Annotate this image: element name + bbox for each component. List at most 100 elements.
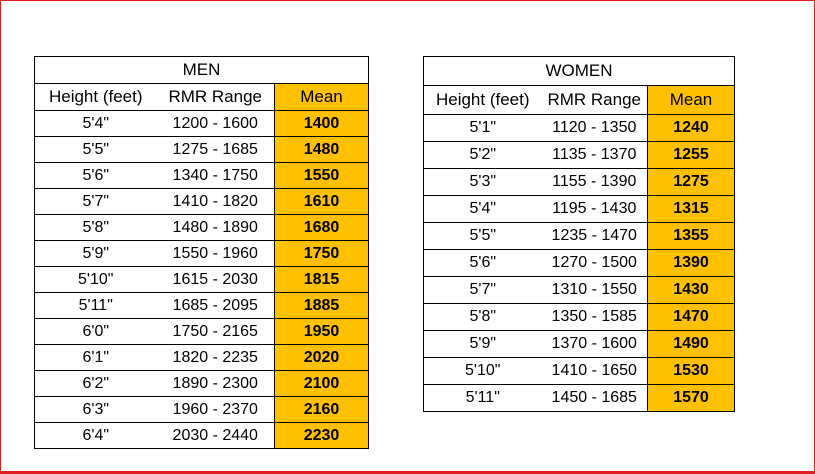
women-mean-cell: 1570	[647, 384, 735, 412]
men-height-header: Height (feet)	[34, 83, 157, 111]
women-table-row: 5'9" 1370 - 1600 1490	[423, 330, 735, 358]
women-rmr-range-cell: 1350 - 1585	[541, 303, 648, 331]
men-height-cell: 5'9"	[34, 240, 157, 267]
women-table-row: 5'10" 1410 - 1650 1530	[423, 357, 735, 385]
men-table-row: 6'4" 2030 - 2440 2230	[34, 422, 369, 449]
men-table-row: 5'7" 1410 - 1820 1610	[34, 188, 369, 215]
men-mean-cell: 2230	[274, 422, 369, 449]
women-table-row: 5'7" 1310 - 1550 1430	[423, 276, 735, 304]
women-table-row: 5'8" 1350 - 1585 1470	[423, 303, 735, 331]
men-table-row: 5'4" 1200 - 1600 1400	[34, 110, 369, 137]
men-table-title: MEN	[34, 56, 369, 84]
women-height-cell: 5'2"	[423, 141, 542, 169]
men-mean-cell: 1680	[274, 214, 369, 241]
men-height-cell: 5'7"	[34, 188, 157, 215]
women-table-title: WOMEN	[423, 56, 735, 86]
men-table-row: 6'3" 1960 - 2370 2160	[34, 396, 369, 423]
men-rmr-range-cell: 1200 - 1600	[156, 110, 275, 137]
women-mean-cell: 1430	[647, 276, 735, 304]
men-rmr-range-cell: 1750 - 2165	[156, 318, 275, 345]
men-table-row: 5'6" 1340 - 1750 1550	[34, 162, 369, 189]
men-mean-cell: 1750	[274, 240, 369, 267]
women-table-row: 5'6" 1270 - 1500 1390	[423, 249, 735, 277]
women-height-cell: 5'8"	[423, 303, 542, 331]
men-rmr-range-cell: 1275 - 1685	[156, 136, 275, 163]
women-rmr-table: WOMEN Height (feet) RMR Range Mean 5'1" 1…	[423, 56, 735, 412]
men-mean-cell: 1400	[274, 110, 369, 137]
women-height-header: Height (feet)	[423, 85, 542, 115]
men-rmr-range-cell: 1615 - 2030	[156, 266, 275, 293]
women-mean-cell: 1355	[647, 222, 735, 250]
men-rmr-range-cell: 1890 - 2300	[156, 370, 275, 397]
men-height-cell: 6'4"	[34, 422, 157, 449]
women-height-cell: 5'6"	[423, 249, 542, 277]
men-table-row: 6'0" 1750 - 2165 1950	[34, 318, 369, 345]
men-height-cell: 5'4"	[34, 110, 157, 137]
men-rmr-range-cell: 2030 - 2440	[156, 422, 275, 449]
women-height-cell: 5'7"	[423, 276, 542, 304]
women-table-row: 5'3" 1155 - 1390 1275	[423, 168, 735, 196]
women-mean-cell: 1490	[647, 330, 735, 358]
women-rmr-range-cell: 1370 - 1600	[541, 330, 648, 358]
men-mean-cell: 1610	[274, 188, 369, 215]
women-mean-cell: 1470	[647, 303, 735, 331]
men-table-row: 6'1" 1820 - 2235 2020	[34, 344, 369, 371]
men-mean-cell: 2100	[274, 370, 369, 397]
men-rmr-range-cell: 1480 - 1890	[156, 214, 275, 241]
men-height-cell: 6'3"	[34, 396, 157, 423]
men-height-cell: 6'1"	[34, 344, 157, 371]
women-rmr-range-cell: 1450 - 1685	[541, 384, 648, 412]
women-rmr-range-cell: 1135 - 1370	[541, 141, 648, 169]
men-rmr-range-cell: 1340 - 1750	[156, 162, 275, 189]
men-mean-cell: 1480	[274, 136, 369, 163]
women-rmr-range-cell: 1155 - 1390	[541, 168, 648, 196]
men-mean-cell: 2020	[274, 344, 369, 371]
women-height-cell: 5'1"	[423, 114, 542, 142]
women-rmr-range-cell: 1310 - 1550	[541, 276, 648, 304]
men-height-cell: 5'6"	[34, 162, 157, 189]
women-mean-cell: 1240	[647, 114, 735, 142]
women-height-cell: 5'3"	[423, 168, 542, 196]
men-mean-header: Mean	[274, 83, 369, 111]
women-height-cell: 5'9"	[423, 330, 542, 358]
women-height-cell: 5'4"	[423, 195, 542, 223]
window-frame-bottom	[0, 471, 815, 474]
men-rmr-range-cell: 1820 - 2235	[156, 344, 275, 371]
women-rmr-range-cell: 1195 - 1430	[541, 195, 648, 223]
men-height-cell: 6'2"	[34, 370, 157, 397]
women-table-body: 5'1" 1120 - 1350 1240 5'2" 1135 - 1370 1255 5'…	[423, 114, 735, 412]
men-table-row: 5'8" 1480 - 1890 1680	[34, 214, 369, 241]
women-mean-cell: 1275	[647, 168, 735, 196]
women-mean-cell: 1315	[647, 195, 735, 223]
men-rmr-range-cell: 1685 - 2095	[156, 292, 275, 319]
men-mean-cell: 1950	[274, 318, 369, 345]
men-mean-cell: 1550	[274, 162, 369, 189]
women-table-row: 5'11" 1450 - 1685 1570	[423, 384, 735, 412]
women-mean-cell: 1255	[647, 141, 735, 169]
men-height-cell: 6'0"	[34, 318, 157, 345]
men-table-row: 5'10" 1615 - 2030 1815	[34, 266, 369, 293]
men-rmr-table: MEN Height (feet) RMR Range Mean 5'4" 120…	[34, 56, 369, 449]
women-height-cell: 5'10"	[423, 357, 542, 385]
women-height-cell: 5'5"	[423, 222, 542, 250]
men-range-header: RMR Range	[156, 83, 275, 111]
women-rmr-range-cell: 1235 - 1470	[541, 222, 648, 250]
women-height-cell: 5'11"	[423, 384, 542, 412]
women-mean-cell: 1390	[647, 249, 735, 277]
men-height-cell: 5'5"	[34, 136, 157, 163]
men-table-row: 5'9" 1550 - 1960 1750	[34, 240, 369, 267]
women-range-header: RMR Range	[541, 85, 648, 115]
women-rmr-range-cell: 1410 - 1650	[541, 357, 648, 385]
women-mean-header: Mean	[647, 85, 735, 115]
men-mean-cell: 2160	[274, 396, 369, 423]
men-table-body: 5'4" 1200 - 1600 1400 5'5" 1275 - 1685 1480 5'…	[34, 110, 369, 449]
men-rmr-range-cell: 1960 - 2370	[156, 396, 275, 423]
women-mean-cell: 1530	[647, 357, 735, 385]
men-mean-cell: 1815	[274, 266, 369, 293]
women-table-row: 5'5" 1235 - 1470 1355	[423, 222, 735, 250]
men-rmr-range-cell: 1550 - 1960	[156, 240, 275, 267]
women-table-row: 5'2" 1135 - 1370 1255	[423, 141, 735, 169]
men-height-cell: 5'10"	[34, 266, 157, 293]
men-table-row: 5'11" 1685 - 2095 1885	[34, 292, 369, 319]
women-rmr-range-cell: 1270 - 1500	[541, 249, 648, 277]
